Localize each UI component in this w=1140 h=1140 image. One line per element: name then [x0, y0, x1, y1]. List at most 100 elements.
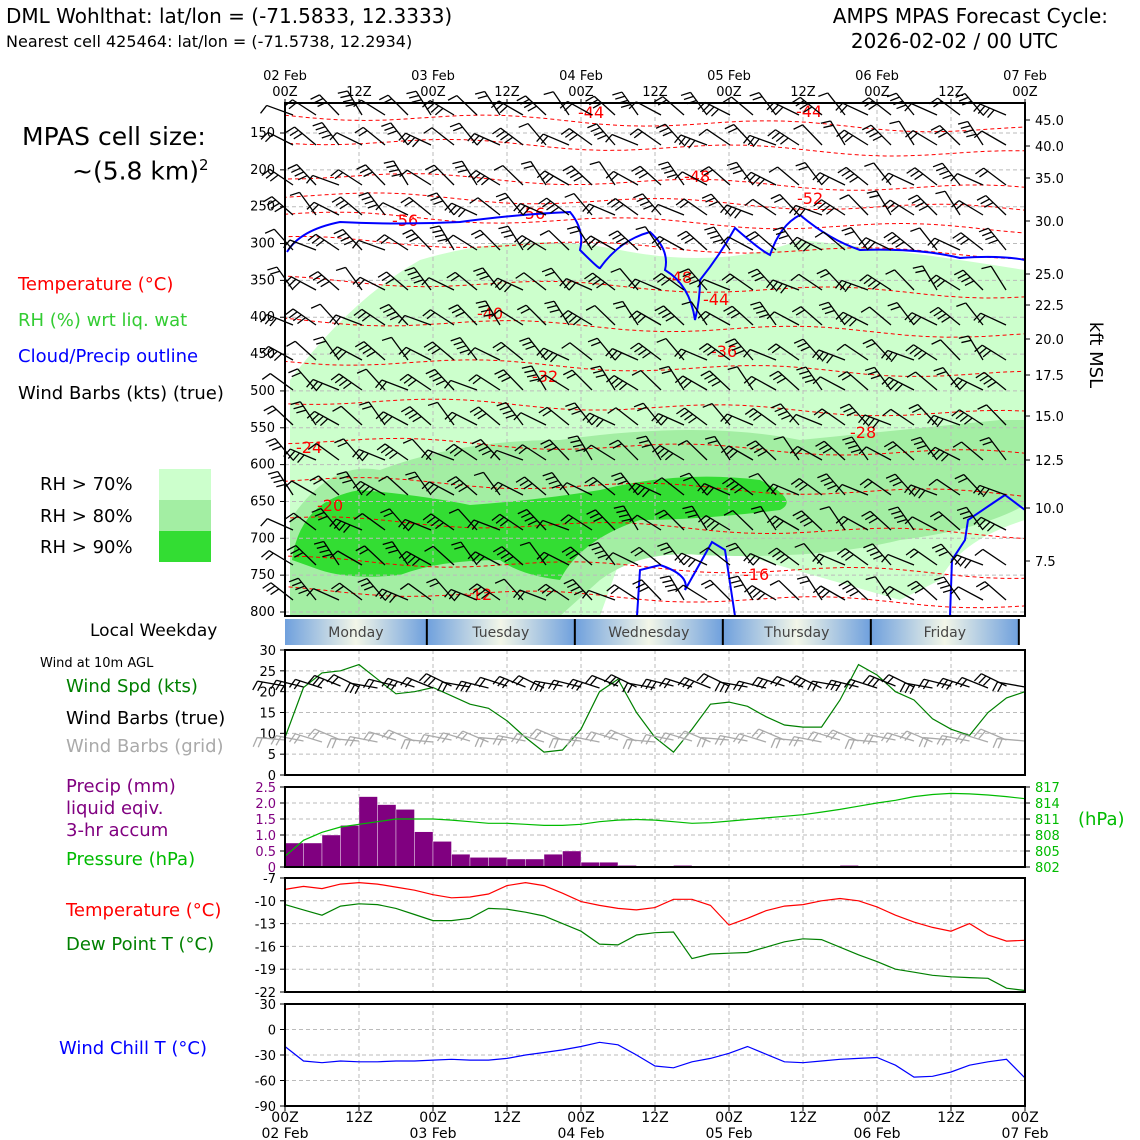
wind-barb [746, 440, 756, 447]
wind-barb [863, 276, 873, 285]
wind-barb [536, 551, 545, 560]
upper-air-panel: -44 -44-48-52-56 -56-48-44-40-36-32-28-24-… [250, 69, 1106, 620]
wind-barb [641, 579, 662, 601]
wind-barb [358, 239, 386, 251]
grid-wind-barb [811, 732, 819, 742]
wind-barb [685, 275, 696, 281]
precip-bar [340, 825, 360, 868]
wind-barb [542, 519, 570, 531]
wind-barb [500, 552, 510, 559]
wind-speed-tick-label: 0 [268, 769, 276, 784]
wind-barb [885, 269, 895, 275]
temperature-contour [284, 235, 1026, 260]
rh90-region [292, 476, 787, 580]
wind-barb [982, 107, 990, 116]
pressure-tick-label: 300 [250, 237, 275, 252]
wind-barb [820, 272, 830, 279]
wind-barb [752, 138, 760, 148]
grid-wind-barb [640, 734, 647, 744]
wind-barb [824, 309, 835, 315]
wind-barb [914, 587, 925, 594]
wind-barb [870, 374, 881, 380]
wind-barb [931, 416, 939, 426]
wind-barb [775, 520, 784, 529]
wind-barb [954, 556, 963, 565]
wind-barb [597, 554, 608, 559]
wind-barb [356, 450, 365, 460]
grid-wind-barb [645, 735, 652, 745]
wind-barb [907, 194, 918, 201]
sfc-wind-barb [909, 684, 916, 695]
wind-barb [635, 226, 646, 231]
wind-barb [730, 483, 740, 491]
wind-barb [958, 477, 968, 484]
wind-barb [582, 590, 590, 599]
grid-wind-barb [423, 735, 430, 745]
sfc-wind-barb [756, 678, 764, 688]
wind-barb [652, 273, 662, 280]
grid-wind-barb [492, 735, 499, 745]
wind-barb [944, 190, 961, 216]
sfc-wind-barb [497, 677, 505, 687]
wind-barb [518, 122, 529, 128]
wind-barb [835, 484, 843, 493]
wind-barb [412, 415, 422, 423]
precip-bar [506, 858, 526, 868]
wind-barb [755, 309, 766, 314]
wind-barb [700, 370, 710, 377]
grid-wind-barb [701, 737, 707, 748]
wind-barb [881, 585, 890, 594]
wind-barb [837, 371, 848, 378]
sfc-wind-barb [404, 678, 413, 688]
precip-bar [303, 842, 323, 868]
wind-barb [768, 166, 778, 173]
pressure-tick-label: 814 [1035, 797, 1060, 812]
legend-barbs: Wind Barbs (kts) (true) [18, 383, 224, 404]
grid-wind-barb [885, 733, 893, 743]
wind-barb [265, 134, 274, 143]
wind-barb [515, 272, 525, 279]
wind-barb [412, 139, 420, 148]
wind-barb [918, 352, 927, 360]
wind-barb [674, 348, 682, 358]
wind-barb [794, 448, 803, 457]
wind-barb [756, 178, 765, 187]
wind-barb [640, 370, 662, 391]
wind-barb [731, 345, 742, 351]
wind-barb [789, 205, 797, 214]
wind-barb [490, 450, 498, 459]
wind-barb [936, 418, 944, 428]
wind-barb [990, 265, 1007, 291]
wind-barb [542, 133, 570, 146]
wind-barb [866, 547, 877, 553]
sfc-wind-barb [982, 677, 991, 686]
wind-barb [638, 348, 648, 356]
wind-barb [909, 551, 919, 559]
wind-barb [986, 523, 995, 532]
bottom-date-label: 05 Feb [705, 1126, 752, 1140]
wind-barb [735, 349, 745, 355]
wind-barb [288, 278, 297, 287]
wind-barb [752, 176, 761, 185]
wind-barb [676, 407, 686, 415]
wind-barb [612, 91, 623, 96]
wind-barb [405, 471, 416, 476]
wind-barb [959, 510, 970, 516]
wind-barb [934, 128, 944, 135]
wind-barb [262, 196, 273, 203]
wind-barb [631, 369, 642, 376]
wind-speed-tick-label: 30 [259, 644, 276, 659]
wind-barb [596, 281, 606, 289]
wind-barb [513, 589, 521, 599]
wind-barb [522, 207, 531, 216]
wind-barb [448, 304, 458, 310]
grid-wind-barb [603, 729, 612, 739]
grid-wind-barb [252, 737, 258, 748]
wind-barb [588, 480, 598, 487]
wind-barb [704, 435, 715, 440]
grid-wind-barb [770, 738, 776, 749]
grid-wind-barb [270, 735, 277, 745]
wind-barb [651, 235, 660, 244]
wind-barb [495, 516, 505, 524]
